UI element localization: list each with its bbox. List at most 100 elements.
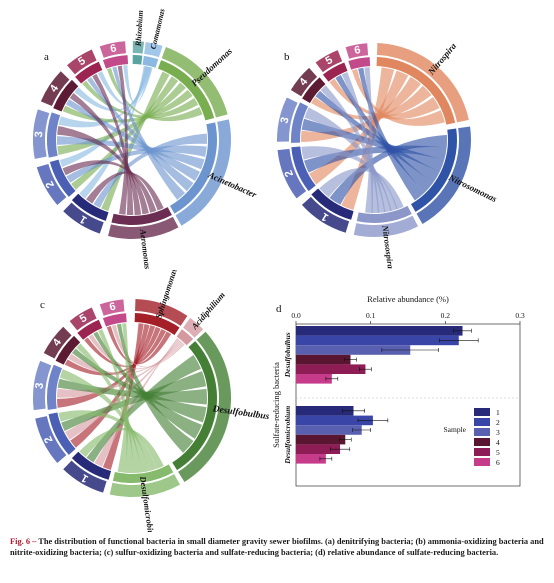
chart-title: Relative abundance (%) [367, 294, 449, 304]
caption-figure-label: Fig. 6 – [10, 537, 37, 546]
sample-arc-2 [48, 412, 76, 455]
caption-text: The distribution of functional bacteria … [10, 537, 544, 557]
legend-label: 5 [496, 448, 500, 457]
sample-arc-4 [53, 79, 79, 112]
chord-ribbon [311, 85, 432, 120]
bar-Desulfobulbus-sample-4 [296, 354, 351, 365]
genus-label: Comamonas [149, 8, 167, 50]
sample-arc-1 [311, 188, 354, 220]
chord-ribbon [106, 326, 172, 365]
chord-ribbon [102, 323, 144, 470]
panel-label: c [40, 299, 45, 311]
genus-outer-arc [376, 43, 469, 123]
sample-label: 1 [79, 471, 90, 484]
x-tick-label: 0.3 [515, 311, 525, 320]
chord-ribbon [93, 133, 207, 208]
sample-arc-5 [75, 61, 103, 84]
panel-label: b [284, 51, 290, 63]
sample-label: 6 [109, 42, 117, 55]
bar-Desulfobulbus-sample-1 [296, 326, 463, 336]
chord-ribbon [84, 328, 167, 368]
sample-label: 1 [78, 213, 89, 226]
sample-outer-arc-3 [277, 97, 298, 142]
genus-outer-arc [175, 119, 231, 226]
bar-Desulfomicrobium-sample-2 [296, 415, 373, 426]
bar-chart-d-svg: d Relative abundance (%) 0.0 0.1 0.2 0.3 Sulfa… [271, 294, 525, 487]
chord-ribbon [92, 73, 134, 215]
chord-ribbon [94, 338, 179, 467]
sample-outer-arc-3 [32, 360, 52, 411]
genus-label: Aeromonas [138, 228, 153, 270]
genus-arc [157, 60, 215, 121]
chord-ribbon [123, 65, 153, 104]
sample-outer-arc-6 [99, 41, 126, 58]
sample-outer-arc-1 [301, 196, 350, 233]
chord-ribbon [320, 85, 386, 213]
chord-ribbon [335, 74, 434, 193]
chord-ribbon [58, 66, 149, 128]
genus-label: Rhizobium [134, 10, 145, 48]
sample-arc-4 [302, 77, 326, 103]
legend-label: 1 [496, 408, 500, 417]
genus-outer-arc [416, 126, 471, 225]
chord-ribbon [71, 76, 179, 190]
chord-ribbon [341, 72, 380, 213]
bar-Desulfomicrobium-sample-1 [296, 406, 354, 416]
legend-swatch [474, 438, 490, 446]
ribbons [56, 65, 207, 215]
chord-ribbon [62, 89, 193, 123]
sample-outer-arc-4 [40, 71, 70, 107]
bar-Desulfobulbus-sample-3 [296, 345, 411, 355]
chord-ribbon [319, 168, 404, 210]
legend-swatch [474, 448, 490, 456]
sample-arc-5 [322, 62, 348, 82]
chord-ribbon [106, 67, 203, 122]
legend-label: 3 [496, 428, 500, 437]
sample-outer-arc-3 [33, 109, 50, 159]
sample-outer-arc-1 [63, 460, 107, 493]
legend-swatch [474, 408, 490, 416]
sample-label: 3 [33, 382, 46, 390]
legend-swatch [474, 418, 490, 426]
chord-ribbon [117, 65, 129, 215]
bar-Desulfobulbus-sample-6 [296, 374, 332, 384]
chord-ribbon [72, 348, 207, 423]
sample-label: 3 [33, 131, 45, 138]
sample-arc-6 [348, 57, 371, 70]
genus-outer-arc [353, 215, 419, 237]
sample-outer-arc-5 [315, 50, 343, 73]
sample-outer-arc-2 [277, 148, 307, 199]
legend-title: Sample [444, 425, 467, 434]
genus-arc [134, 313, 180, 335]
legend-swatch [474, 428, 490, 436]
chord-ribbon [70, 324, 150, 448]
genus-arc [132, 55, 143, 65]
sample-label: 1 [319, 210, 331, 223]
genus-arc [356, 205, 412, 223]
genus-outer-arc [135, 299, 188, 326]
genus-outer-arc [178, 331, 232, 482]
x-tick-label: 0.2 [441, 311, 451, 320]
genus-outer-arc [144, 41, 163, 58]
chord-ribbon [116, 323, 194, 453]
genus-arc [111, 207, 172, 226]
chord-ribbon [56, 136, 205, 170]
chord-ribbon [87, 77, 194, 192]
panel-label: a [44, 51, 49, 63]
sample-outer-arc-4 [43, 326, 72, 359]
sample-label: 2 [283, 168, 296, 178]
chord-diagram-b: 1 2 3 4 5 6 Nitrospira Nitrosomonas Nitrosospira… [270, 0, 554, 270]
genus-arc [112, 464, 174, 483]
sample-arc-5 [77, 319, 103, 340]
chord-ribbon [86, 171, 164, 211]
sample-label: 5 [76, 55, 88, 68]
chord-ribbon [309, 70, 409, 185]
sample-outer-arc-4 [290, 67, 318, 97]
ribbons [57, 323, 208, 473]
sample-label: 2 [44, 179, 57, 190]
chord-ribbon [358, 67, 425, 201]
chord-ribbon [112, 66, 186, 200]
chord-ribbon [69, 93, 142, 215]
sample-outer-arc-5 [69, 307, 97, 331]
legend-label: 6 [496, 458, 500, 467]
